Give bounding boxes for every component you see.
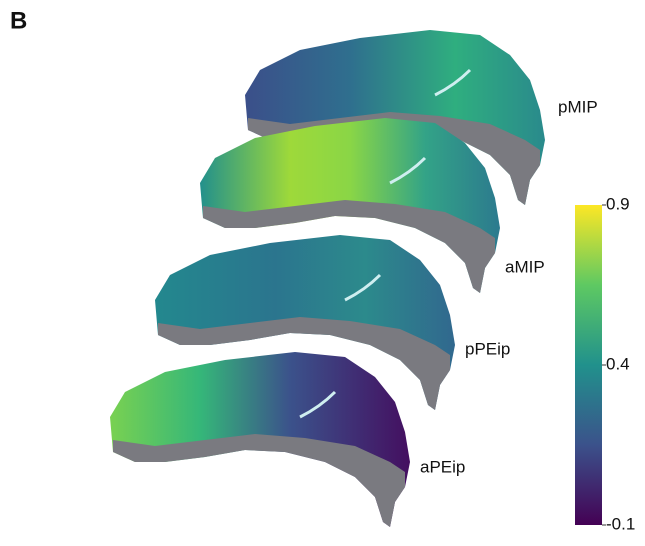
surface-label: pPEip: [465, 339, 510, 358]
surface-label: aPEip: [420, 457, 465, 476]
tick-label: 0.4: [606, 354, 630, 373]
surface-label: aMIP: [505, 257, 545, 276]
tick-label: 0.9: [606, 194, 630, 213]
figure: B pMIP aMIP pPEip aPEip 0.9 0.4 -0.1: [0, 0, 645, 546]
tick-label: -0.1: [606, 514, 635, 533]
colorbar: [575, 205, 602, 525]
panel-label: B: [10, 7, 27, 34]
surface: [110, 352, 410, 527]
surface-label: pMIP: [558, 97, 598, 116]
colorbar-ticks: 0.9 0.4 -0.1: [602, 194, 635, 533]
